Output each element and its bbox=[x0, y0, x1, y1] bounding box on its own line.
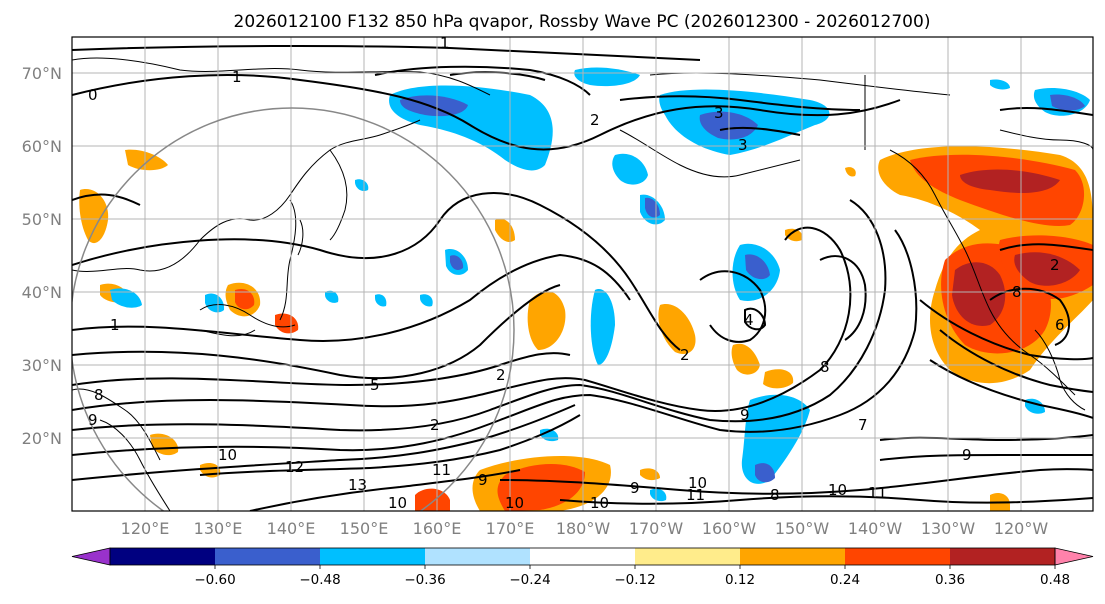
lon-label: 180°W bbox=[556, 519, 611, 538]
contour-label: 3 bbox=[714, 104, 724, 122]
contour-label: 1 bbox=[232, 68, 242, 86]
lon-label: 130°E bbox=[194, 519, 243, 538]
lat-label: 50°N bbox=[22, 210, 62, 229]
colorbar-tick-label: 0.12 bbox=[725, 572, 755, 588]
contour-label: 9 bbox=[630, 479, 640, 497]
contour-label: 4 bbox=[744, 311, 754, 329]
lon-label: 170°E bbox=[486, 519, 535, 538]
colorbar-segment bbox=[845, 548, 950, 565]
contour-label: 3 bbox=[738, 136, 748, 154]
coastlines bbox=[72, 57, 1093, 511]
region-circle bbox=[72, 107, 515, 511]
lon-label: 170°W bbox=[629, 519, 684, 538]
map-title: 2026012100 F132 850 hPa qvapor, Rossby W… bbox=[234, 12, 931, 32]
contour-label: 1 bbox=[110, 316, 120, 334]
contour-label: 2 bbox=[430, 416, 440, 434]
colorbar-tick-label: 0.48 bbox=[1040, 572, 1070, 588]
contour-label: 8 bbox=[1012, 283, 1022, 301]
contour-label: 8 bbox=[820, 358, 830, 376]
colorbar-segment bbox=[950, 548, 1055, 565]
lon-label: 130°W bbox=[921, 519, 976, 538]
contour-label: 11 bbox=[686, 486, 705, 504]
contour-label: 1 bbox=[440, 34, 450, 52]
contour-lines bbox=[72, 44, 1093, 511]
contour-label: 6 bbox=[1055, 316, 1065, 334]
colorbar-tick-label: −0.48 bbox=[299, 572, 340, 588]
contour-label: 9 bbox=[478, 471, 488, 489]
contour-label: 8 bbox=[770, 486, 780, 504]
contour-value-labels: 1 1 0 2 3 3 2 2 4 5 2 10 12 13 11 10 9 1… bbox=[88, 34, 1065, 512]
contour-label: 10 bbox=[505, 494, 524, 512]
contour-label: 10 bbox=[388, 494, 407, 512]
contour-label: 5 bbox=[370, 376, 380, 394]
lon-label: 160°W bbox=[702, 519, 757, 538]
lon-label: 140°E bbox=[267, 519, 316, 538]
colorbar-tick-label: 0.36 bbox=[935, 572, 965, 588]
map-border bbox=[71, 36, 1094, 512]
lat-label: 60°N bbox=[22, 137, 62, 156]
lat-label: 30°N bbox=[22, 356, 62, 375]
colorbar-segment bbox=[635, 548, 740, 565]
longitude-labels: 120°E 130°E 140°E 150°E 160°E 170°E 180°… bbox=[121, 519, 1049, 538]
lat-label: 20°N bbox=[22, 429, 62, 448]
contour-label: 2 bbox=[496, 366, 506, 384]
lat-label: 70°N bbox=[22, 64, 62, 83]
contour-label: 10 bbox=[688, 474, 707, 492]
contour-label: 9 bbox=[962, 446, 972, 464]
contour-label: 12 bbox=[285, 458, 304, 476]
contour-label: 10 bbox=[218, 446, 237, 464]
contour-label: 9 bbox=[740, 406, 750, 424]
colorbar-segment bbox=[215, 548, 320, 565]
latitude-labels: 70°N 60°N 50°N 40°N 30°N 20°N bbox=[22, 64, 62, 448]
contour-label: 2 bbox=[680, 346, 690, 364]
contour-label: 7 bbox=[858, 416, 868, 434]
colorbar: −0.60 −0.48 −0.36 −0.24 −0.12 0.12 0.24 0.36 0.4… bbox=[71, 547, 1094, 588]
lat-label: 40°N bbox=[22, 283, 62, 302]
lon-label: 160°E bbox=[413, 519, 462, 538]
colorbar-extend-low bbox=[71, 547, 111, 566]
colorbar-segment bbox=[320, 548, 425, 565]
contour-label: 10 bbox=[828, 481, 847, 499]
lon-label: 140°W bbox=[848, 519, 903, 538]
gridlines bbox=[72, 37, 1093, 511]
map-panel: 1 1 0 2 3 3 2 2 4 5 2 10 12 13 11 10 9 1… bbox=[72, 34, 1093, 512]
lon-label: 150°E bbox=[340, 519, 389, 538]
contour-label: 9 bbox=[88, 411, 98, 429]
colorbar-outline bbox=[109, 547, 1056, 566]
contour-label: 2 bbox=[590, 111, 600, 129]
lon-label: 150°W bbox=[775, 519, 830, 538]
contour-label: 11 bbox=[432, 461, 451, 479]
colorbar-tick-label: −0.12 bbox=[614, 572, 655, 588]
contour-label: 8 bbox=[94, 386, 104, 404]
colorbar-tick-label: −0.24 bbox=[509, 572, 550, 588]
contour-label: 2 bbox=[1050, 256, 1060, 274]
contour-label: 13 bbox=[348, 476, 367, 494]
contour-label: 0 bbox=[88, 86, 98, 104]
contour-label: 10 bbox=[590, 494, 609, 512]
lon-label: 120°W bbox=[994, 519, 1049, 538]
colorbar-segment bbox=[740, 548, 845, 565]
lon-label: 120°E bbox=[121, 519, 170, 538]
contour-label: 11 bbox=[868, 484, 887, 502]
colorbar-segment bbox=[110, 548, 215, 565]
colorbar-segment bbox=[530, 548, 635, 565]
colorbar-tick-label: −0.60 bbox=[194, 572, 235, 588]
colorbar-tick-label: 0.24 bbox=[830, 572, 860, 588]
colorbar-tick-label: −0.36 bbox=[404, 572, 445, 588]
colorbar-segment bbox=[425, 548, 530, 565]
colorbar-extend-high bbox=[1054, 547, 1094, 566]
